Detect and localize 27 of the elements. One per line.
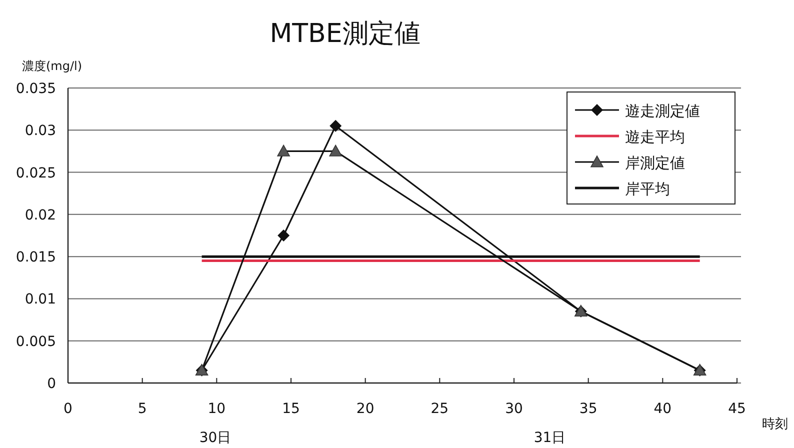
x-tick-label: 15	[282, 401, 300, 417]
x-tick-label: 25	[430, 401, 449, 417]
chart-title: MTBE測定値	[270, 19, 420, 49]
y-tick-label: 0.035	[16, 81, 56, 97]
legend-label: 岸平均	[625, 180, 670, 198]
y-tick-label: 0.025	[16, 165, 56, 182]
y-tick-label: 0.01	[24, 292, 56, 308]
y-axis-title: 濃度(mg/l)	[22, 59, 82, 73]
x-tick-label: 30	[505, 401, 523, 417]
x-tick-label: 40	[654, 401, 672, 417]
legend-label: 岸測定値	[625, 154, 685, 172]
x-tick-label: 35	[579, 401, 598, 417]
y-tick-label: 0.02	[24, 207, 56, 224]
text: 30日	[199, 430, 232, 446]
x-tick-label: 10	[208, 401, 226, 417]
y-tick-label: 0.03	[24, 123, 56, 140]
x-tick-label: 5	[138, 401, 147, 417]
legend-label: 遊走平均	[625, 128, 685, 146]
x-tick-label: 20	[356, 401, 374, 417]
x-axis-title: 時刻	[762, 417, 788, 432]
legend-label: 遊走測定値	[625, 102, 700, 120]
x-tick-label: 0	[64, 401, 72, 417]
x-tick-label: 45	[728, 401, 746, 417]
y-tick-label: 0.005	[16, 334, 56, 350]
text: 31日	[534, 430, 566, 446]
y-tick-label: 0	[47, 376, 56, 392]
y-tick-label: 0.015	[16, 250, 56, 266]
